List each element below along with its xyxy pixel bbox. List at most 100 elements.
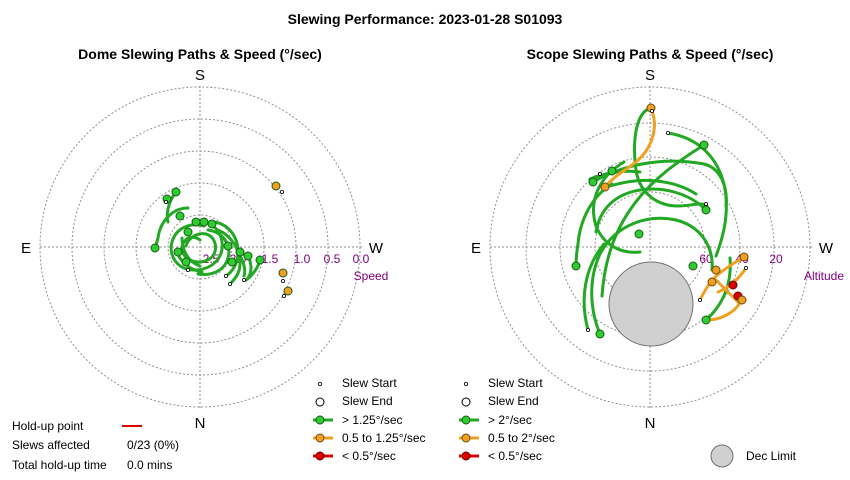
slew-end-marker — [699, 140, 709, 150]
scope-slew-path — [714, 278, 740, 304]
slew-start-marker — [698, 297, 703, 302]
scope-legend-end: Slew End — [488, 394, 539, 408]
slew-end-marker — [701, 315, 711, 325]
dome-slew-path — [180, 232, 218, 264]
legend-start-marker — [463, 381, 468, 386]
slew-end-marker — [588, 177, 598, 187]
slew-end-marker — [688, 261, 698, 271]
dome-legend-medium: 0.5 to 1.25°/sec — [342, 431, 426, 445]
slew-start-marker — [227, 281, 232, 286]
dome-tick-1.5: 1.5 — [262, 252, 279, 266]
slew-end-marker — [223, 241, 233, 251]
slew-start-marker — [666, 130, 671, 135]
slew-end-marker — [634, 229, 644, 239]
slew-start-marker — [650, 109, 655, 114]
dome-compass-n: N — [195, 415, 206, 432]
scope-slew-path — [600, 143, 706, 298]
dome-slew-path — [196, 228, 231, 276]
scope-tick-20: 20 — [769, 252, 783, 266]
slew-end-marker — [600, 182, 610, 192]
scope-slew-paths-fast — [574, 106, 732, 336]
slew-end-marker — [227, 257, 237, 267]
slew-end-marker — [243, 251, 253, 261]
slew-end-marker — [171, 187, 181, 197]
dec-limit-swatch — [710, 444, 734, 468]
dome-legend-fast: > 1.25°/sec — [342, 413, 403, 427]
slew-end-marker — [278, 268, 288, 278]
slew-end-marker — [191, 217, 201, 227]
slew-end-marker — [235, 247, 245, 257]
slew-start-marker — [281, 293, 286, 298]
scope-legend-start: Slew Start — [488, 376, 543, 390]
slew-start-marker — [241, 277, 246, 282]
scope-compass-w: W — [819, 240, 834, 257]
scope-panel: Scope Slewing Paths & Speed (°/sec) S N … — [459, 46, 844, 468]
slew-end-marker — [595, 329, 605, 339]
slew-end-marker — [150, 243, 160, 253]
legend-slow-marker — [461, 451, 471, 461]
scope-polar-grid — [489, 86, 812, 408]
slew-start-marker — [185, 267, 190, 272]
dome-slew-path — [180, 236, 202, 268]
slew-start-marker — [598, 171, 603, 176]
scope-slew-path — [666, 131, 728, 258]
holdup-info: Hold-up point Slews affected 0/23 (0%) T… — [12, 419, 179, 472]
dome-legend-slow: < 0.5°/sec — [342, 449, 396, 463]
slew-end-marker — [701, 205, 711, 215]
legend-fast-marker — [461, 415, 471, 425]
dome-tick-1.0: 1.0 — [294, 252, 311, 266]
scope-compass-s: S — [645, 67, 655, 84]
slew-end-marker — [271, 181, 281, 191]
dome-tick-0.5: 0.5 — [324, 252, 341, 266]
dome-legend: Slew Start Slew End > 1.25°/sec 0.5 to 1… — [313, 376, 426, 463]
dome-compass-s: S — [195, 67, 205, 84]
slew-end-marker — [607, 166, 617, 176]
scope-slew-starts — [586, 109, 749, 332]
slew-start-marker — [744, 265, 749, 270]
scope-panel-title: Scope Slewing Paths & Speed (°/sec) — [527, 46, 774, 62]
dome-legend-end: Slew End — [342, 394, 393, 408]
slew-end-marker — [737, 295, 747, 305]
slew-start-marker — [279, 189, 284, 194]
slews-affected-label: Slews affected — [12, 438, 90, 452]
slew-end-marker — [711, 265, 721, 275]
dome-compass-w: W — [369, 240, 384, 257]
scope-slew-path — [590, 216, 714, 336]
scope-legend-fast: > 2°/sec — [488, 413, 532, 427]
scope-slew-ends — [571, 103, 749, 339]
slew-end-marker — [199, 217, 209, 227]
scope-slew-path — [582, 242, 606, 332]
scope-compass-n: N — [645, 415, 656, 432]
dome-panel: Dome Slewing Paths & Speed (°/sec) S N E… — [21, 46, 426, 463]
scope-compass-e: E — [471, 240, 481, 257]
scope-legend-slow: < 0.5°/sec — [488, 449, 542, 463]
holdup-point-label: Hold-up point — [12, 419, 84, 433]
dome-slew-starts — [163, 189, 286, 298]
dome-compass-e: E — [21, 240, 31, 257]
legend-start-marker — [317, 381, 322, 386]
slew-end-marker — [283, 286, 293, 296]
slew-end-marker — [183, 227, 193, 237]
scope-slew-path — [704, 298, 744, 322]
total-holdup-value: 0.0 mins — [127, 458, 172, 472]
slew-end-marker — [175, 211, 185, 221]
dome-tick-0.0: 0.0 — [353, 252, 370, 266]
dome-polar-grid — [39, 86, 362, 408]
slew-start-marker — [223, 273, 228, 278]
slew-start-marker — [163, 199, 168, 204]
scope-legend-medium: 0.5 to 2°/sec — [488, 431, 555, 445]
slew-end-marker — [728, 280, 738, 290]
slew-start-marker — [280, 278, 285, 283]
scope-tick-60: 60 — [699, 252, 713, 266]
slew-end-marker — [173, 247, 183, 257]
dec-limit-region — [608, 261, 694, 347]
scope-legend: Slew Start Slew End > 2°/sec 0.5 to 2°/s… — [459, 376, 797, 468]
dome-panel-title: Dome Slewing Paths & Speed (°/sec) — [78, 46, 322, 62]
legend-end-marker — [461, 397, 471, 407]
slew-end-marker — [571, 261, 581, 271]
dome-axis-name: Speed — [354, 269, 389, 283]
dome-slew-path — [216, 228, 242, 286]
scope-slew-path — [633, 106, 710, 210]
slew-end-marker — [255, 255, 265, 265]
dome-legend-start: Slew Start — [342, 376, 397, 390]
